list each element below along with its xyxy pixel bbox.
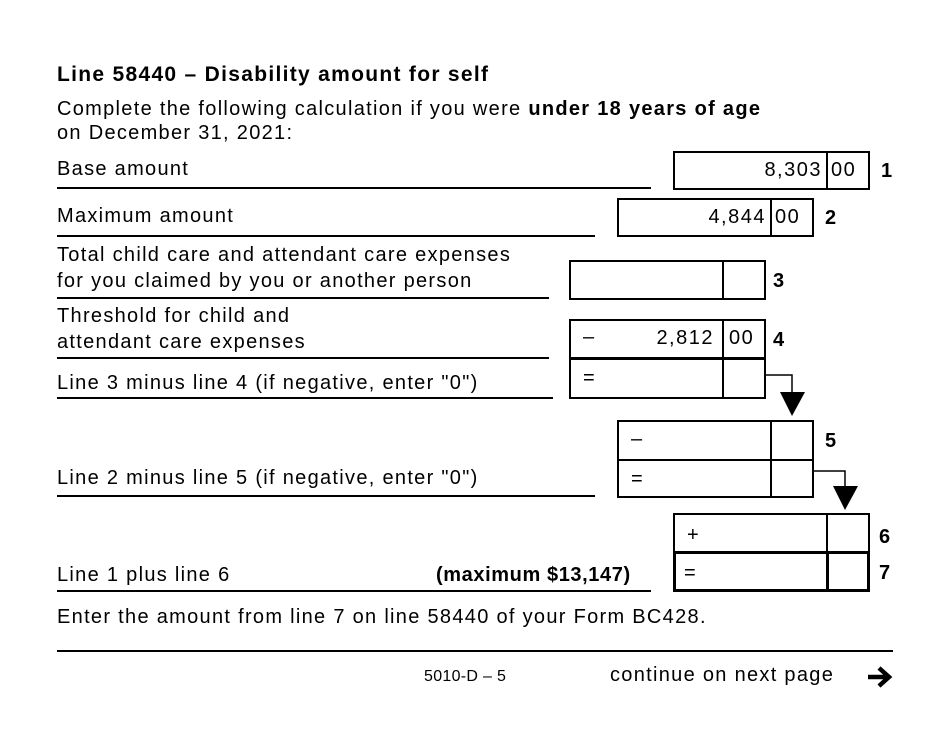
continue-text: continue on next page (610, 664, 835, 686)
equals-operator: = (631, 468, 643, 490)
line2-minus-5-label: Line 2 minus line 5 (if negative, enter … (57, 467, 479, 489)
page-title: Line 58440 – Disability amount for self (57, 63, 490, 86)
line1-underline (57, 187, 651, 189)
line7-underline (57, 590, 651, 592)
line1-cents: 00 (831, 159, 857, 181)
line4-field[interactable]: – 2,812 00 (569, 319, 766, 360)
line6-number: 6 (879, 526, 891, 548)
intro-bold: under 18 years of age (528, 98, 762, 120)
line2-dollars: 4,844 (708, 206, 766, 228)
line5-field[interactable]: – = (617, 420, 814, 498)
line2-minus-5-underline (57, 495, 595, 497)
line3-underline (57, 297, 549, 299)
line3-field[interactable] (569, 260, 766, 300)
arrow-down-icon (766, 374, 805, 416)
line6-field[interactable]: + (673, 513, 870, 553)
line7-number: 7 (879, 562, 891, 584)
minus-operator: – (583, 326, 595, 348)
line3-minus-4-label: Line 3 minus line 4 (if negative, enter … (57, 372, 479, 394)
page-id: 5010-D – 5 (424, 668, 507, 685)
line1-dollars: 8,303 (764, 159, 822, 181)
line2-cents: 00 (775, 206, 801, 228)
cents-divider (826, 153, 828, 188)
footer-divider (57, 650, 893, 652)
row-divider (619, 459, 812, 461)
line3-label-1: Total child care and attendant care expe… (57, 244, 512, 266)
line3-label-2: for you claimed by you or another person (57, 270, 473, 292)
equals-operator: = (684, 562, 696, 584)
line4-number: 4 (773, 329, 785, 351)
line1-label: Base amount (57, 158, 190, 180)
equals-operator: = (583, 367, 595, 389)
intro-text: Complete the following calculation if yo… (57, 98, 761, 121)
line4-label-2: attendant care expenses (57, 331, 306, 353)
line2-label: Maximum amount (57, 205, 235, 227)
line4-dollars: 2,812 (656, 327, 714, 349)
line2-underline (57, 235, 595, 237)
line2-number: 2 (825, 207, 837, 229)
line3-minus-4-underline (57, 397, 553, 399)
line5-number: 5 (825, 430, 837, 452)
line1-field[interactable]: 8,303 00 (673, 151, 870, 190)
cents-divider (826, 515, 828, 553)
intro-suffix: on December 31, 2021: (57, 122, 294, 144)
cents-divider (722, 321, 724, 357)
line4-underline (57, 357, 549, 359)
arrow-down-icon (814, 470, 858, 510)
intro-prefix: Complete the following calculation if yo… (57, 98, 529, 120)
cents-divider (722, 262, 724, 298)
line2-field[interactable]: 4,844 00 (617, 198, 814, 237)
line4-cents: 00 (729, 327, 755, 349)
line7-field[interactable]: = (673, 551, 870, 592)
arrow-right-icon (868, 666, 893, 688)
line7-label: Line 1 plus line 6 (57, 564, 231, 586)
line3-number: 3 (773, 270, 785, 292)
instruction-text: Enter the amount from line 7 on line 584… (57, 606, 707, 628)
line1-number: 1 (881, 160, 893, 182)
line7-maximum-note: (maximum $13,147) (436, 564, 631, 586)
line3-minus-4-field[interactable]: = (569, 358, 766, 399)
cents-divider (722, 358, 724, 397)
line4-label-1: Threshold for child and (57, 305, 291, 327)
cents-divider (770, 200, 772, 235)
cents-divider (826, 554, 829, 589)
minus-operator: – (631, 428, 643, 450)
plus-operator: + (687, 524, 699, 546)
